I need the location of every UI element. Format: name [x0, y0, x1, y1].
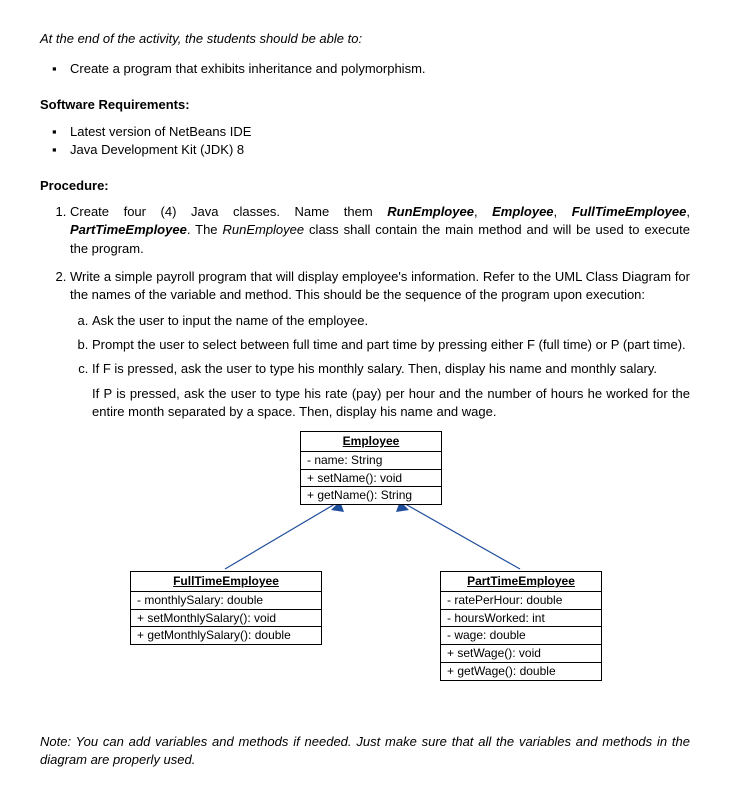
uml-member: + setWage(): void	[441, 645, 601, 663]
procedure-step: Create four (4) Java classes. Name them …	[70, 203, 690, 258]
sub-step: Prompt the user to select between full t…	[92, 336, 690, 354]
uml-member: - name: String	[301, 452, 441, 470]
class-name: PartTimeEmployee	[70, 222, 187, 237]
text: Create four (4) Java classes. Name them	[70, 204, 387, 219]
sub-steps: Ask the user to input the name of the em…	[70, 312, 690, 421]
sub-step: Ask the user to input the name of the em…	[92, 312, 690, 330]
note-text: Note: You can add variables and methods …	[40, 733, 690, 769]
uml-member: + setMonthlySalary(): void	[131, 610, 321, 628]
sub-step: If F is pressed, ask the user to type hi…	[92, 360, 690, 421]
uml-member: + getName(): String	[301, 487, 441, 504]
procedure-list: Create four (4) Java classes. Name them …	[40, 203, 690, 421]
text: . The	[187, 222, 223, 237]
software-list: Latest version of NetBeans IDE Java Deve…	[40, 123, 690, 159]
uml-member: + getMonthlySalary(): double	[131, 627, 321, 644]
uml-member: - hoursWorked: int	[441, 610, 601, 628]
uml-class-parttime: PartTimeEmployee - ratePerHour: double -…	[440, 571, 602, 681]
objective-item: Create a program that exhibits inheritan…	[70, 60, 690, 78]
procedure-title: Procedure:	[40, 177, 690, 195]
uml-member: + getWage(): double	[441, 663, 601, 680]
procedure-step: Write a simple payroll program that will…	[70, 268, 690, 421]
list-item: Latest version of NetBeans IDE	[70, 123, 690, 141]
uml-class-title: FullTimeEmployee	[131, 572, 321, 592]
list-item: Java Development Kit (JDK) 8	[70, 141, 690, 159]
intro-text: At the end of the activity, the students…	[40, 30, 690, 48]
uml-member: - monthlySalary: double	[131, 592, 321, 610]
class-name: RunEmployee	[222, 222, 304, 237]
uml-class-fulltime: FullTimeEmployee - monthlySalary: double…	[130, 571, 322, 645]
uml-class-employee: Employee - name: String + setName(): voi…	[300, 431, 442, 505]
text: Write a simple payroll program that will…	[70, 269, 690, 302]
uml-class-title: PartTimeEmployee	[441, 572, 601, 592]
inheritance-line	[400, 501, 520, 569]
class-name: RunEmployee	[387, 204, 474, 219]
class-name: Employee	[492, 204, 553, 219]
uml-class-title: Employee	[301, 432, 441, 452]
text: If F is pressed, ask the user to type hi…	[92, 361, 657, 376]
objectives-list: Create a program that exhibits inheritan…	[40, 60, 690, 78]
text: If P is pressed, ask the user to type hi…	[92, 385, 690, 421]
inheritance-line	[225, 501, 340, 569]
uml-member: - ratePerHour: double	[441, 592, 601, 610]
software-requirements-title: Software Requirements:	[40, 96, 690, 114]
uml-member: + setName(): void	[301, 470, 441, 488]
uml-member: - wage: double	[441, 627, 601, 645]
uml-diagram: Employee - name: String + setName(): voi…	[40, 431, 690, 721]
class-name: FullTimeEmployee	[572, 204, 687, 219]
